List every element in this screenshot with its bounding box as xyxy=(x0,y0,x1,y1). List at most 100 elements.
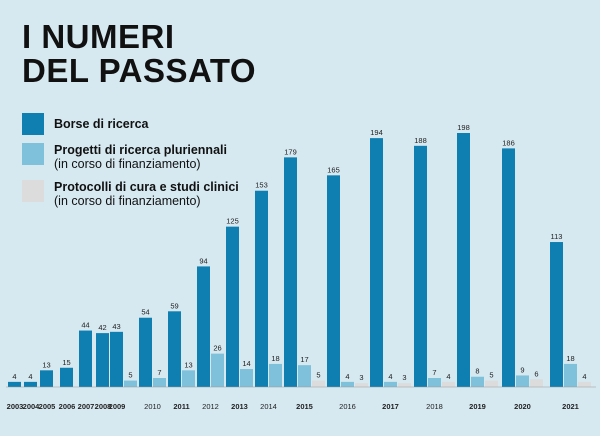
value-label-2012-s0: 94 xyxy=(199,256,207,265)
bar-2017-s2 xyxy=(398,383,411,387)
bar-2010-s0 xyxy=(139,317,152,387)
bar-2009-s0 xyxy=(110,331,123,387)
value-label-2014-s1: 18 xyxy=(271,354,279,363)
x-tick-label-2019: 2019 xyxy=(469,402,486,411)
value-label-2021-s0: 113 xyxy=(551,232,563,241)
value-label-2019-s2: 5 xyxy=(489,371,493,380)
legend-swatch-borse xyxy=(22,113,44,135)
bar-2018-s0 xyxy=(414,145,427,387)
value-label-2012-s1: 26 xyxy=(213,344,221,353)
x-tick-label-2014: 2014 xyxy=(260,402,277,411)
x-tick-label-2012: 2012 xyxy=(202,402,219,411)
value-label-2010-s0: 54 xyxy=(141,308,149,317)
value-label-2018-s2: 4 xyxy=(446,372,450,381)
legend-label-progetti: Progetti di ricerca pluriennali xyxy=(54,143,227,157)
x-tick-label-2021: 2021 xyxy=(562,402,579,411)
value-label-2015-s0: 179 xyxy=(284,147,297,156)
x-tick-label-2006: 2006 xyxy=(59,402,76,411)
value-label-2019-s1: 8 xyxy=(475,367,479,376)
chart-title: I NUMERI DEL PASSATO xyxy=(22,20,256,88)
legend-swatch-progetti xyxy=(22,143,44,165)
value-label-2010-s1: 7 xyxy=(157,368,161,377)
bar-2008-s0 xyxy=(96,333,109,387)
bar-2011-s1 xyxy=(182,370,195,387)
bar-2012-s0 xyxy=(197,266,210,387)
value-label-2018-s1: 7 xyxy=(432,368,436,377)
bar-2019-s0 xyxy=(457,133,470,387)
value-label-2020-s0: 186 xyxy=(502,138,515,147)
value-label-2021-s2: 4 xyxy=(582,372,586,381)
x-tick-label-2011: 2011 xyxy=(173,402,189,411)
x-tick-label-2008: 2008 xyxy=(95,402,112,411)
x-tick-label-2013: 2013 xyxy=(231,402,248,411)
bar-2017-s1 xyxy=(384,381,397,387)
bar-2007-s0 xyxy=(79,330,92,387)
bar-2021-s1 xyxy=(564,363,577,387)
bar-2015-s0 xyxy=(284,157,297,387)
value-label-2017-s0: 194 xyxy=(370,128,383,137)
value-label-2007-s0: 44 xyxy=(81,321,89,330)
bar-2018-s2 xyxy=(442,381,455,387)
bar-2020-s1 xyxy=(516,375,529,387)
legend-label-borse: Borse di ricerca xyxy=(54,117,149,131)
value-label-2011-s1: 13 xyxy=(184,360,192,369)
x-tick-label-2018: 2018 xyxy=(426,402,443,411)
value-label-2009-s1: 5 xyxy=(128,371,132,380)
value-label-2015-s1: 17 xyxy=(300,355,308,364)
legend-sub-progetti: (in corso di finanziamento) xyxy=(54,157,201,171)
bar-2016-s2 xyxy=(355,383,368,387)
bar-2017-s0 xyxy=(370,138,383,387)
value-label-2013-s0: 125 xyxy=(226,217,239,226)
bar-2014-s1 xyxy=(269,363,282,387)
bar-2016-s1 xyxy=(341,381,354,387)
value-label-2003-s0: 4 xyxy=(12,372,16,381)
bar-2006-s0 xyxy=(60,367,73,387)
legend-sub-protocolli: (in corso di finanziamento) xyxy=(54,194,201,208)
bar-2004-s0 xyxy=(24,381,37,387)
value-label-2016-s1: 4 xyxy=(345,372,349,381)
value-label-2006-s0: 15 xyxy=(62,358,70,367)
value-label-2014-s0: 153 xyxy=(255,181,268,190)
value-label-2018-s0: 188 xyxy=(414,136,427,145)
bar-2013-s1 xyxy=(240,369,253,387)
value-label-2017-s1: 4 xyxy=(388,372,392,381)
value-label-2020-s2: 6 xyxy=(534,369,538,378)
bar-2020-s0 xyxy=(502,148,515,387)
bar-2011-s0 xyxy=(168,311,181,387)
bar-2015-s2 xyxy=(312,380,325,387)
value-label-2020-s1: 9 xyxy=(520,365,524,374)
value-label-2019-s0: 198 xyxy=(457,123,470,132)
bar-2016-s0 xyxy=(327,175,340,387)
legend-swatch-protocolli xyxy=(22,180,44,202)
value-label-2017-s2: 3 xyxy=(402,373,406,382)
title-line-2: DEL PASSATO xyxy=(22,52,257,89)
bar-2009-s1 xyxy=(124,380,137,387)
bar-2003-s0 xyxy=(8,381,21,387)
value-label-2004-s0: 4 xyxy=(28,372,32,381)
x-tick-label-2005: 2005 xyxy=(39,402,56,411)
x-tick-label-2004: 2004 xyxy=(23,402,41,411)
bar-2014-s0 xyxy=(255,190,268,387)
title-line-1: I NUMERI xyxy=(22,18,175,55)
x-tick-label-2016: 2016 xyxy=(339,402,356,411)
value-label-2011-s0: 59 xyxy=(170,301,178,310)
value-label-2016-s2: 3 xyxy=(359,373,363,382)
bar-2012-s1 xyxy=(211,353,224,387)
bar-2010-s1 xyxy=(153,378,166,387)
x-tick-label-2003: 2003 xyxy=(7,402,24,411)
value-label-2008-s0: 42 xyxy=(98,323,106,332)
x-tick-label-2015: 2015 xyxy=(296,402,313,411)
bar-2019-s1 xyxy=(471,376,484,387)
bar-2020-s2 xyxy=(530,379,543,387)
legend-label-protocolli: Protocolli di cura e studi clinici xyxy=(54,180,239,194)
bar-2019-s2 xyxy=(485,380,498,387)
value-label-2021-s1: 18 xyxy=(566,354,574,363)
value-label-2015-s2: 5 xyxy=(316,371,320,380)
bar-2013-s0 xyxy=(226,226,239,387)
x-tick-label-2020: 2020 xyxy=(514,402,531,411)
x-tick-label-2017: 2017 xyxy=(382,402,399,411)
bar-2021-s2 xyxy=(578,381,591,387)
bar-2021-s0 xyxy=(550,242,563,387)
bar-2018-s1 xyxy=(428,378,441,387)
